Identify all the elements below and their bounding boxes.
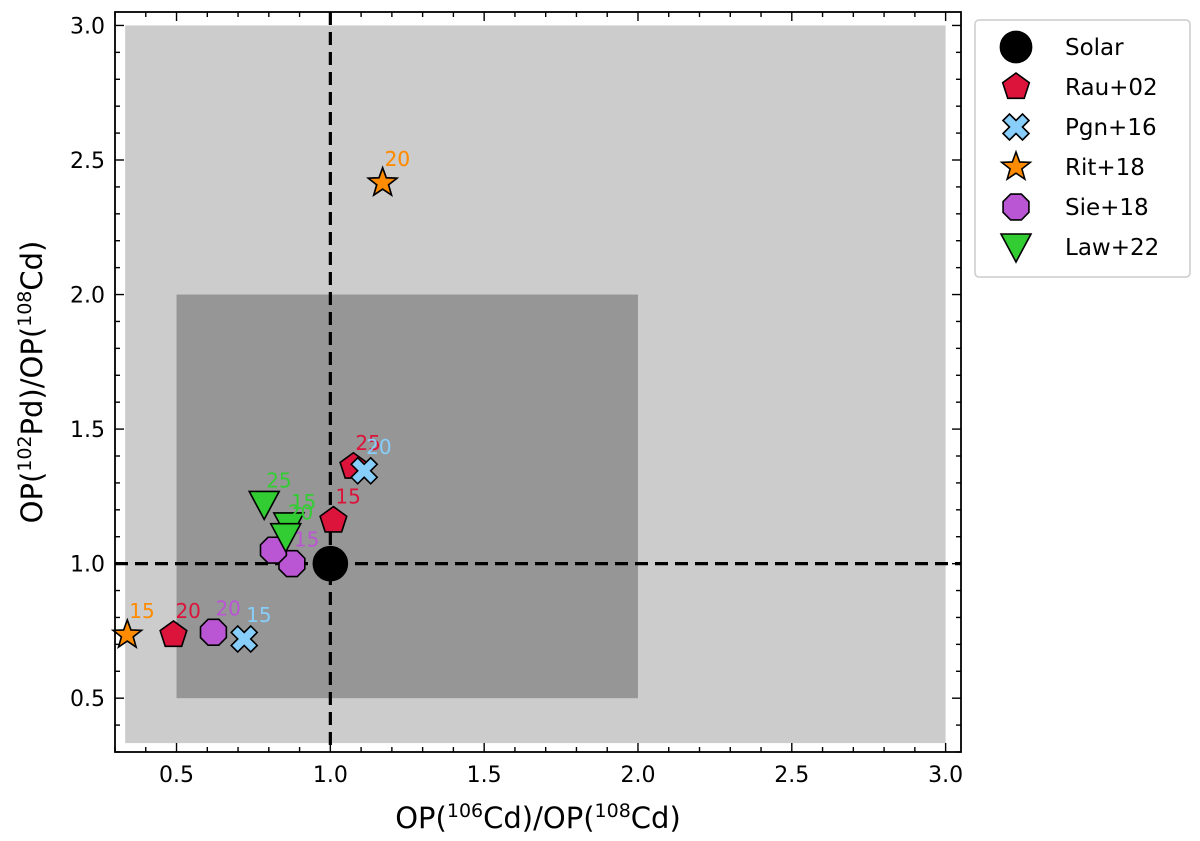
y-tick-label: 1.0 bbox=[70, 553, 105, 578]
point-pgn-16-shape bbox=[350, 456, 379, 485]
legend-marker-pgn-16 bbox=[1001, 112, 1031, 142]
point-label-rit-18: 20 bbox=[385, 147, 410, 171]
point-label-rau-02: 15 bbox=[335, 485, 360, 509]
point-law-22-shape bbox=[247, 490, 281, 522]
legend-label-pgn-16: Pgn+16 bbox=[1065, 115, 1157, 141]
x-tick-label: 1.0 bbox=[313, 763, 348, 788]
axis-ticks: 0.5 1.0 1.5 2.0 2.5 3.0 0.5 1.0 1.5 2.0 2.5 3.0 bbox=[70, 12, 963, 788]
point-label-pgn-16: 20 bbox=[366, 435, 391, 459]
legend-marker-pgn-16-shape bbox=[1001, 112, 1031, 142]
point-law-22 bbox=[247, 490, 281, 522]
point-sie-18-shape bbox=[199, 618, 228, 646]
legend-label-law-22: Law+22 bbox=[1065, 235, 1159, 261]
legend-marker-solar-shape bbox=[999, 30, 1033, 64]
point-rit-18-shape bbox=[366, 165, 400, 197]
point-pgn-16 bbox=[350, 456, 379, 485]
point-rau-02 bbox=[319, 505, 348, 533]
legend-marker-law-22-shape bbox=[999, 233, 1033, 264]
point-rau-02-shape bbox=[159, 619, 188, 648]
legend: Solar Rau+02 Pgn+16 Rit+18 Sie+18 Law+22 bbox=[974, 19, 1191, 278]
x-tick-label: 0.5 bbox=[159, 763, 194, 788]
point-label-sie-18: 15 bbox=[294, 528, 319, 552]
y-tick-label: 0.5 bbox=[70, 687, 105, 712]
shaded-regions bbox=[125, 25, 946, 744]
point-label-law-22: 15 bbox=[291, 490, 316, 514]
point-label-rit-18: 20 bbox=[385, 147, 410, 171]
legend-label-sie-18: Sie+18 bbox=[1065, 195, 1149, 221]
point-pgn-16-shape bbox=[230, 624, 259, 654]
point-label-law-22: 25 bbox=[266, 468, 291, 492]
x-tick-label: 2.0 bbox=[620, 763, 655, 788]
point-label-rit-18: 15 bbox=[129, 599, 154, 623]
legend-marker-rau-02 bbox=[1001, 72, 1031, 100]
point-label-pgn-16: 15 bbox=[246, 603, 271, 627]
point-label-rau-02: 25 bbox=[355, 431, 380, 455]
y-tick-label: 2.0 bbox=[70, 284, 105, 309]
point-solar-shape bbox=[312, 545, 349, 582]
point-rit-18 bbox=[110, 617, 144, 649]
point-law-22-shape bbox=[269, 522, 303, 554]
legend-label-rau-02: Rau+02 bbox=[1065, 75, 1158, 101]
x-tick-label: 2.5 bbox=[774, 763, 809, 788]
legend-label-rit-18: Rit+18 bbox=[1065, 155, 1145, 181]
point-sie-18 bbox=[199, 618, 228, 646]
point-rit-18 bbox=[366, 165, 400, 197]
point-rau-02 bbox=[159, 619, 188, 648]
x-axis-label: OP(106Cd)/OP(108Cd) bbox=[395, 800, 681, 835]
point-label-law-22: 20 bbox=[288, 501, 313, 525]
legend-label-solar: Solar bbox=[1065, 35, 1124, 61]
reference-lines bbox=[115, 12, 961, 752]
x-tick-label: 3.0 bbox=[928, 763, 963, 788]
y-axis-label: OP(102Pd)/OP(108Cd) bbox=[14, 241, 49, 524]
point-solar bbox=[312, 545, 349, 582]
point-label-sie-18: 20 bbox=[215, 596, 240, 620]
point-law-22 bbox=[269, 522, 303, 554]
legend-marker-solar bbox=[999, 30, 1033, 64]
legend-marker-law-22 bbox=[999, 233, 1033, 264]
y-tick-label: 2.5 bbox=[70, 149, 105, 174]
point-pgn-16 bbox=[230, 624, 259, 654]
x-tick-label: 1.5 bbox=[467, 763, 502, 788]
legend-marker-sie-18-shape bbox=[1002, 193, 1030, 221]
point-rau-02-shape bbox=[319, 505, 348, 533]
plot-frame bbox=[114, 11, 962, 753]
legend-marker-rau-02-shape bbox=[1001, 72, 1031, 100]
legend-marker-rit-18 bbox=[999, 149, 1033, 182]
legend-marker-sie-18 bbox=[1002, 193, 1030, 221]
point-rit-18-shape bbox=[110, 617, 144, 649]
y-tick-label: 1.5 bbox=[70, 418, 105, 443]
legend-marker-rit-18-shape bbox=[999, 149, 1033, 182]
y-tick-label: 3.0 bbox=[70, 14, 105, 39]
point-label-rau-02: 20 bbox=[175, 599, 200, 623]
